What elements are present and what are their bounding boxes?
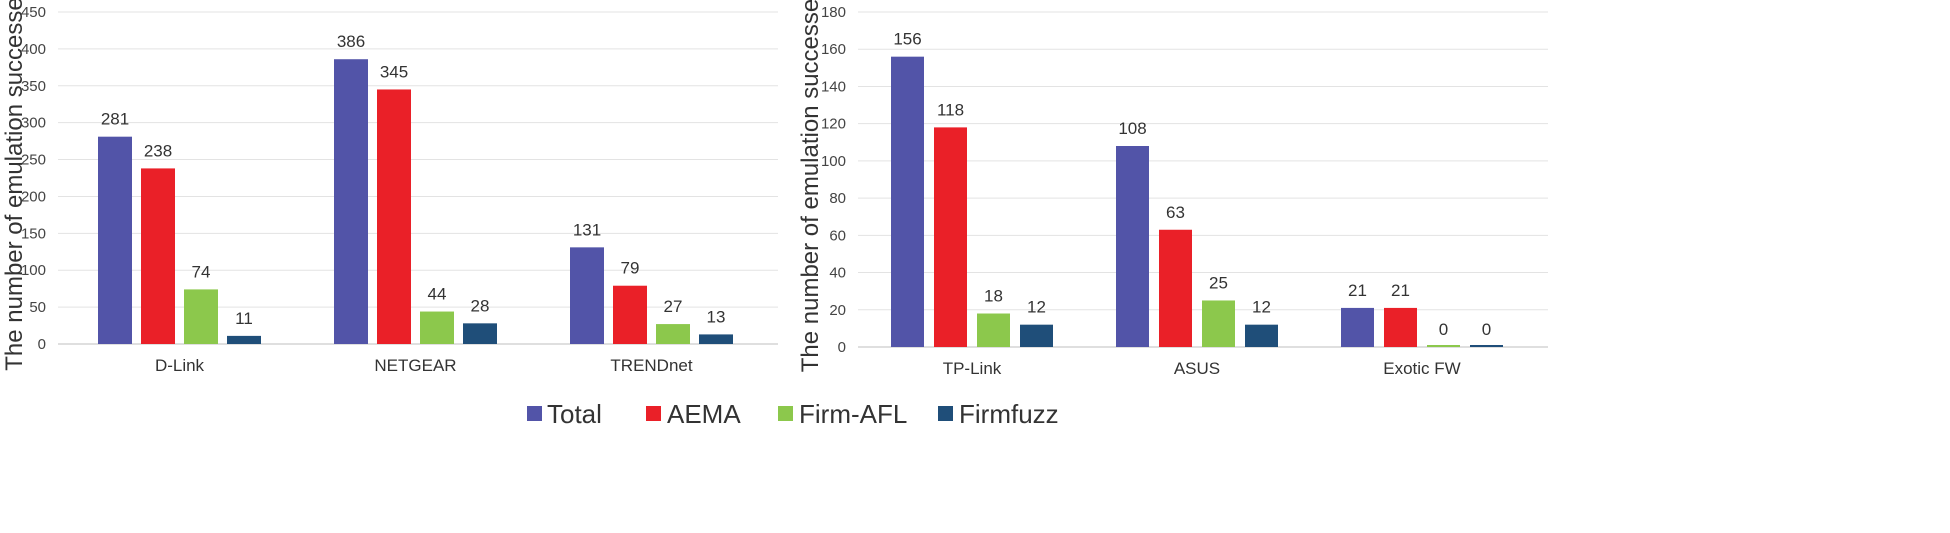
data-label: 13 <box>707 307 726 326</box>
legend-label: AEMA <box>667 399 741 429</box>
legend-label: Firmfuzz <box>959 399 1059 429</box>
category-label: ASUS <box>1174 359 1220 378</box>
data-label: 74 <box>192 262 211 281</box>
data-label: 281 <box>101 110 129 129</box>
bar-firmfuzz-exotic-fw <box>1470 345 1503 347</box>
data-label: 11 <box>235 309 253 328</box>
y-tick-label: 450 <box>21 4 46 21</box>
y-tick-label: 100 <box>821 153 846 170</box>
bar-firm-afl-asus <box>1202 300 1235 347</box>
y-tick-label: 0 <box>838 339 846 356</box>
bar-total-trendnet <box>570 247 604 344</box>
data-label: 21 <box>1391 281 1410 300</box>
bar-aema-exotic-fw <box>1384 307 1417 347</box>
y-tick-label: 250 <box>21 152 46 169</box>
data-label: 12 <box>1027 298 1046 317</box>
data-label: 0 <box>1482 320 1491 339</box>
bar-total-d-link <box>98 136 132 344</box>
data-label: 118 <box>937 100 964 119</box>
legend-swatch-aema <box>646 406 661 421</box>
bar-firmfuzz-tp-link <box>1020 324 1053 347</box>
y-axis-title: The number of emulation successes <box>797 0 824 372</box>
bar-firm-afl-trendnet <box>656 324 690 344</box>
y-tick-label: 180 <box>821 4 846 21</box>
y-tick-label: 400 <box>21 41 46 58</box>
data-label: 12 <box>1252 298 1271 317</box>
bar-firmfuzz-asus <box>1245 324 1278 347</box>
category-label: NETGEAR <box>374 356 456 375</box>
y-tick-label: 200 <box>21 188 46 205</box>
data-label: 108 <box>1118 119 1146 138</box>
data-label: 156 <box>893 30 921 49</box>
y-tick-label: 60 <box>829 227 846 244</box>
y-tick-label: 0 <box>38 336 46 353</box>
legend-label: Total <box>547 399 602 429</box>
category-label: TRENDnet <box>610 356 692 375</box>
data-label: 386 <box>337 32 365 51</box>
data-label: 0 <box>1439 320 1448 339</box>
bar-total-netgear <box>334 59 368 345</box>
y-tick-label: 350 <box>21 78 46 95</box>
data-label: 21 <box>1348 281 1367 300</box>
data-label: 25 <box>1209 273 1228 292</box>
legend-swatch-total <box>527 406 542 421</box>
data-label: 27 <box>664 297 683 316</box>
bar-firm-afl-d-link <box>184 289 218 344</box>
y-tick-label: 140 <box>821 78 846 95</box>
bar-total-exotic-fw <box>1341 307 1374 347</box>
data-label: 79 <box>621 259 640 278</box>
bar-firm-afl-exotic-fw <box>1427 345 1460 347</box>
legend-swatch-firm-afl <box>778 406 793 421</box>
y-tick-label: 80 <box>829 190 846 207</box>
y-tick-label: 50 <box>29 299 46 316</box>
data-label: 44 <box>428 285 447 304</box>
legend: Total AEMA Firm-AFL Firmfuzz <box>527 399 1059 429</box>
bar-aema-asus <box>1159 229 1192 347</box>
legend-swatch-firmfuzz <box>938 406 953 421</box>
bar-firmfuzz-netgear <box>463 323 497 344</box>
data-label: 28 <box>471 296 490 315</box>
data-label: 63 <box>1166 203 1185 222</box>
category-label: Exotic FW <box>1383 359 1460 378</box>
bar-total-asus <box>1116 146 1149 347</box>
bar-firm-afl-tp-link <box>977 313 1010 347</box>
bar-aema-netgear <box>377 89 411 344</box>
y-tick-label: 20 <box>829 302 846 319</box>
data-label: 18 <box>984 287 1003 306</box>
legend-label: Firm-AFL <box>799 399 907 429</box>
y-tick-label: 40 <box>829 265 846 282</box>
y-tick-label: 120 <box>821 116 846 133</box>
y-tick-label: 160 <box>821 41 846 58</box>
bar-aema-tp-link <box>934 127 967 347</box>
bar-aema-d-link <box>141 168 175 344</box>
y-tick-label: 150 <box>21 225 46 242</box>
bar-firmfuzz-d-link <box>227 335 261 344</box>
data-label: 238 <box>144 141 172 160</box>
bar-firm-afl-netgear <box>420 311 454 344</box>
data-label: 345 <box>380 62 408 81</box>
y-tick-label: 300 <box>21 115 46 132</box>
data-label: 131 <box>573 220 601 239</box>
y-axis-title: The number of emulation successes <box>1 0 28 371</box>
bar-firmfuzz-trendnet <box>699 334 733 344</box>
bar-total-tp-link <box>891 56 924 348</box>
category-label: TP-Link <box>943 359 1002 378</box>
category-label: D-Link <box>155 356 205 375</box>
y-tick-label: 100 <box>21 262 46 279</box>
bar-aema-trendnet <box>613 285 647 344</box>
